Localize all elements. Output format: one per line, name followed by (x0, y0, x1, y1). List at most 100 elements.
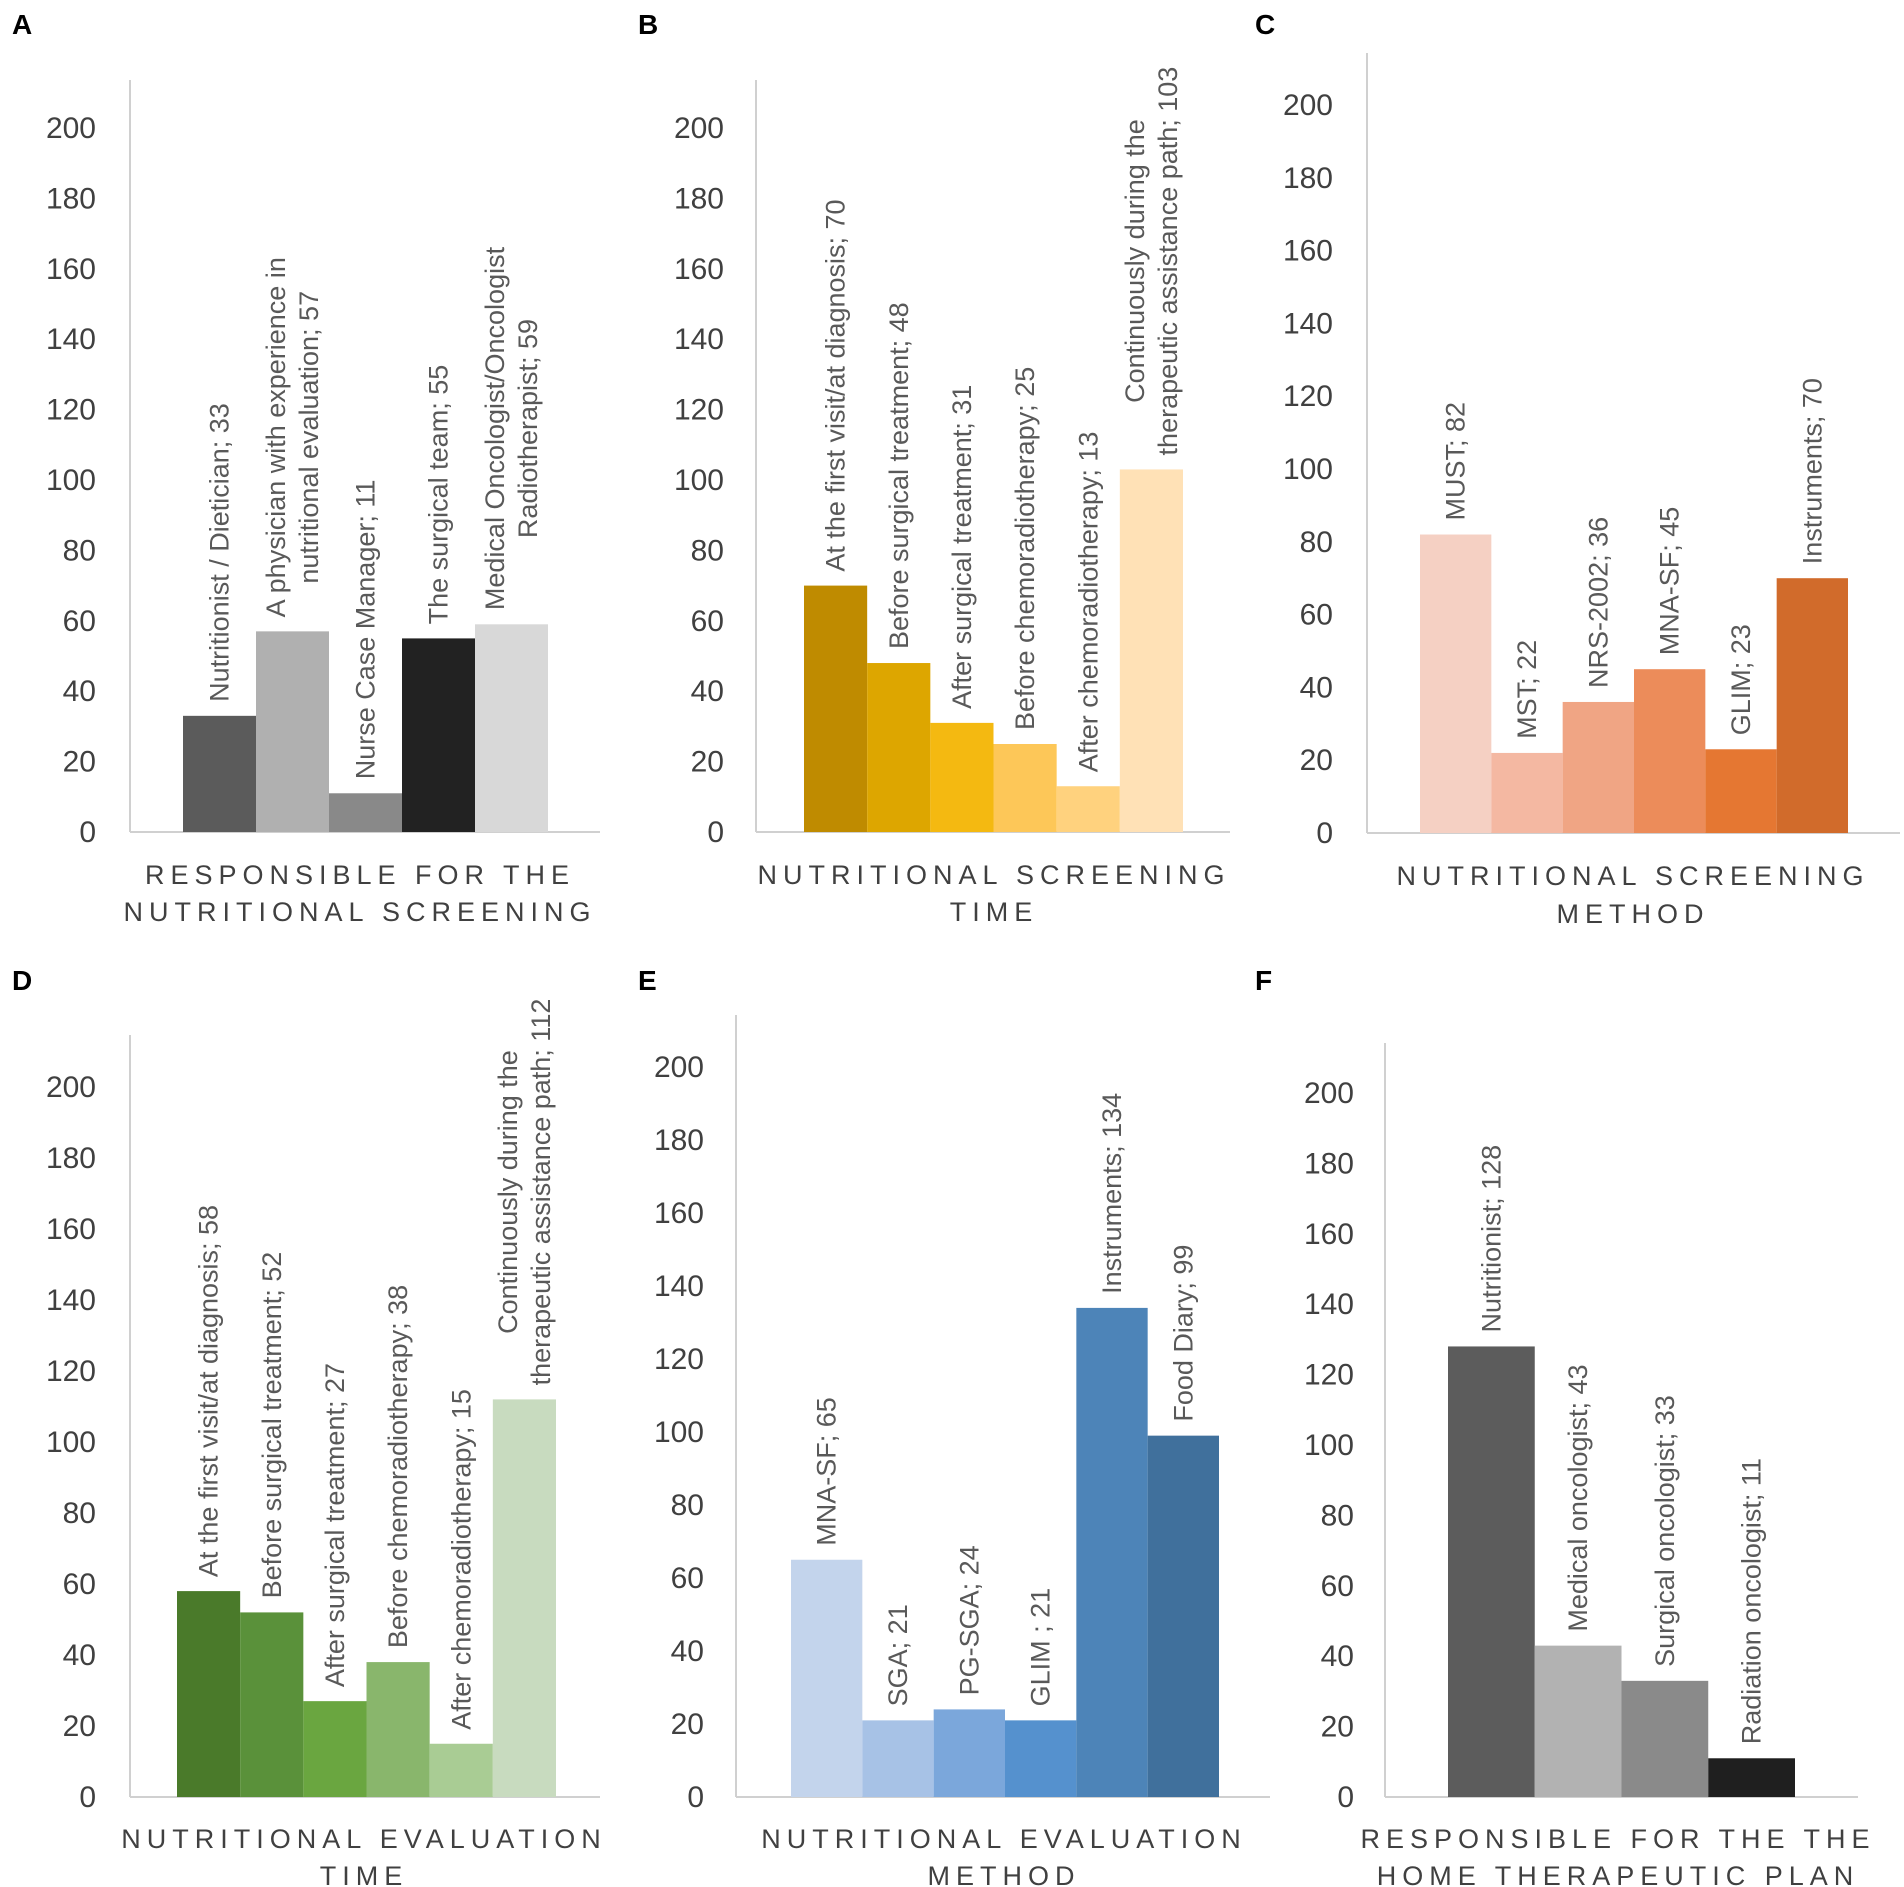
bar-label-line: Medical Oncologist/Oncologist (480, 246, 510, 610)
bar-data-label: After surgical treatment; 31 (947, 385, 977, 709)
bar-data-label: After chemoradiotherapy; 15 (446, 1389, 476, 1730)
panel-letter: B (638, 9, 658, 40)
bar (429, 1743, 493, 1797)
bar-label-line: Radiotherapist; 59 (513, 319, 543, 538)
y-tick-label: 140 (654, 1270, 704, 1303)
bar (329, 793, 402, 832)
bar-label-line: MST; 22 (1512, 640, 1542, 739)
x-axis-title: NUTRITIONAL SCREENING (1396, 861, 1869, 891)
chart-panel-e: E 0 20 40 60 80 100 120 140 160 180 200 MNA-SF; 65 SG… (638, 965, 1270, 1887)
bar-data-label: Continuously during the therapeutic assis… (493, 999, 556, 1386)
bar (1491, 752, 1563, 833)
y-tick-label: 200 (674, 112, 724, 145)
bar (1621, 1680, 1709, 1797)
bar-data-label: NRS-2002; 36 (1583, 517, 1613, 688)
x-axis-title: TIME (950, 897, 1039, 927)
bar-data-label: Before surgical treatment; 48 (884, 302, 914, 649)
bar-data-label: Instruments; 134 (1097, 1093, 1127, 1294)
bar (475, 624, 548, 832)
y-tick-label: 180 (1304, 1147, 1354, 1180)
bar-label-line: GLIM ; 21 (1026, 1588, 1056, 1707)
y-tick-label: 20 (671, 1708, 704, 1741)
y-tick-label: 0 (79, 816, 96, 849)
bar-label-line: nutritional evaluation; 57 (294, 291, 324, 584)
bar (1005, 1720, 1077, 1797)
x-axis-title: HOME THERAPEUTIC PLAN (1377, 1861, 1860, 1887)
bar-data-label: Radiation oncologist; 11 (1737, 1458, 1767, 1744)
bar-data-label: After surgical treatment; 27 (320, 1363, 350, 1687)
bar-label-line: Before surgical treatment; 52 (257, 1252, 287, 1599)
chart-panel-a: A 0 20 40 60 80 100 120 140 160 180 200 Nutritionist… (12, 9, 600, 927)
bar-label-line: MNA-SF; 65 (812, 1397, 842, 1546)
y-tick-label: 0 (1316, 817, 1333, 850)
bar-data-label: Continuously during the therapeutic assis… (1120, 67, 1183, 456)
y-tick-label: 40 (691, 675, 724, 708)
bar (1056, 786, 1120, 832)
bar-label-line: MNA-SF; 45 (1655, 507, 1685, 656)
y-tick-label: 180 (1283, 162, 1333, 195)
y-tick-label: 180 (46, 1142, 96, 1175)
bar (240, 1612, 304, 1797)
x-axis-title: TIME (320, 1861, 409, 1887)
y-tick-label: 0 (687, 1781, 704, 1814)
chart-panel-c: C 0 20 40 60 80 100 120 140 160 180 200 MUST; 82 MST;… (1255, 9, 1900, 929)
y-tick-label: 0 (1337, 1781, 1354, 1814)
bar-label-line: Instruments; 134 (1097, 1093, 1127, 1294)
bar-label-line: After surgical treatment; 27 (320, 1363, 350, 1687)
panel-letter: F (1255, 965, 1272, 996)
bar-label-line: After chemoradiotherapy; 15 (446, 1389, 476, 1730)
y-tick-label: 160 (1304, 1218, 1354, 1251)
y-tick-label: 120 (1304, 1359, 1354, 1392)
bar (1705, 749, 1777, 833)
y-tick-label: 20 (691, 746, 724, 779)
bar-label-line: Continuously during the (1120, 119, 1150, 403)
x-axis-title: NUTRITIONAL SCREENING (123, 897, 596, 927)
bar-data-label: MUST; 82 (1441, 402, 1471, 521)
y-tick-label: 0 (707, 816, 724, 849)
bar (867, 663, 931, 832)
bar (402, 638, 475, 832)
bar (804, 585, 868, 832)
bar-data-label: PG-SGA; 24 (954, 1545, 984, 1695)
y-tick-label: 20 (63, 746, 96, 779)
y-tick-label: 80 (63, 534, 96, 567)
bar-label-line: Radiation oncologist; 11 (1737, 1458, 1767, 1744)
bar-data-label: Medical oncologist; 43 (1563, 1364, 1593, 1631)
y-tick-label: 200 (46, 1071, 96, 1104)
bar-label-line: After surgical treatment; 31 (947, 385, 977, 709)
y-tick-label: 180 (46, 182, 96, 215)
bar-data-label: Before surgical treatment; 52 (257, 1252, 287, 1599)
y-tick-label: 100 (46, 1426, 96, 1459)
y-tick-label: 60 (1321, 1570, 1354, 1603)
bar-label-line: After chemoradiotherapy; 13 (1073, 432, 1103, 773)
bar-data-label: SGA; 21 (883, 1604, 913, 1706)
bar-data-label: Before chemoradiotherapy; 25 (1010, 367, 1040, 730)
y-tick-label: 200 (1304, 1077, 1354, 1110)
chart-panel-f: F 0 20 40 60 80 100 120 140 160 180 200 Nutritionist… (1255, 965, 1870, 1887)
bar-data-label: MNA-SF; 45 (1655, 507, 1685, 656)
y-tick-label: 20 (1300, 744, 1333, 777)
bar-label-line: Surgical oncologist; 33 (1650, 1395, 1680, 1667)
bar (862, 1720, 934, 1797)
y-tick-label: 160 (654, 1197, 704, 1230)
bar-data-label: The surgical team; 55 (424, 365, 454, 625)
bar-label-line: SGA; 21 (883, 1604, 913, 1706)
y-tick-label: 80 (63, 1497, 96, 1530)
chart-panel-b: B 0 20 40 60 80 100 120 140 160 180 200 At the first… (638, 9, 1230, 927)
bar (933, 1709, 1005, 1797)
x-axis-title: RESPONSIBLE FOR THE (145, 860, 575, 890)
y-tick-label: 140 (1304, 1288, 1354, 1321)
bar-label-line: GLIM; 23 (1726, 624, 1756, 735)
y-tick-label: 60 (63, 605, 96, 638)
y-tick-label: 0 (79, 1781, 96, 1814)
bar (930, 722, 994, 832)
x-axis-title: METHOD (1557, 899, 1710, 929)
panel-letter: D (12, 965, 32, 996)
bar-data-label: At the first visit/at diagnosis; 58 (194, 1205, 224, 1577)
bar (1708, 1758, 1795, 1797)
bar (993, 744, 1057, 832)
y-tick-label: 120 (1283, 380, 1333, 413)
bar (492, 1399, 556, 1797)
y-tick-label: 60 (1300, 599, 1333, 632)
